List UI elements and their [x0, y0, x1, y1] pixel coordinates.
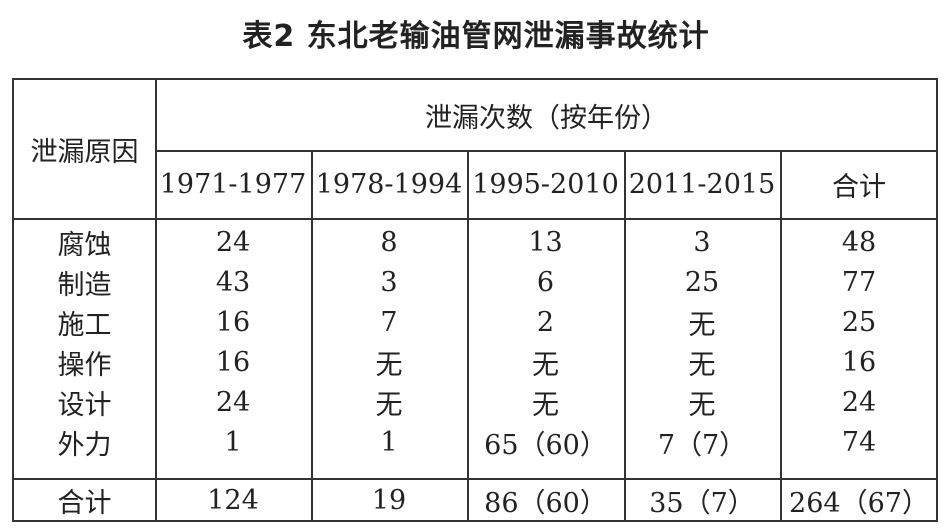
table-cell: 8	[380, 226, 398, 258]
divider	[14, 218, 938, 220]
column-header: 合计	[832, 171, 886, 203]
table-cell: 16	[841, 346, 877, 378]
table-cell: 1	[224, 426, 242, 458]
table-cell: 24	[841, 386, 877, 418]
table-cell: 74	[841, 426, 877, 458]
table-cell: 25	[684, 266, 720, 298]
table-cell: 无	[688, 389, 716, 421]
divider	[624, 150, 626, 520]
divider	[311, 150, 313, 520]
column-header: 1995-2010	[472, 168, 619, 200]
table-cell: 无	[532, 349, 559, 381]
column-header: 2011-2015	[628, 168, 776, 200]
divider	[780, 150, 782, 520]
table-cell: 24	[215, 226, 251, 258]
table-cell: 无	[532, 389, 559, 421]
divider	[467, 150, 469, 520]
table-cell: 6	[536, 266, 555, 298]
row-cause: 操作	[57, 349, 112, 381]
table-cell: 77	[841, 266, 877, 298]
table-cell: 3	[380, 266, 398, 298]
group-header: 泄漏次数（按年份）	[425, 102, 668, 134]
column-header: 1978-1994	[315, 168, 463, 200]
table-cell: 65（60）	[484, 429, 607, 461]
total-cell: 19	[371, 484, 407, 516]
row-cause: 施工	[57, 309, 112, 341]
table-cell: 48	[841, 226, 877, 258]
total-cell: 124	[207, 484, 259, 516]
table-cell: 无	[688, 309, 716, 341]
total-cell: 35（7）	[649, 487, 755, 519]
row-cause: 外力	[57, 429, 112, 461]
leak-statistics-table: 泄漏原因 泄漏次数（按年份） 1971-1977 1978-1994 1995-20…	[12, 78, 938, 522]
table-cell: 24	[215, 386, 251, 418]
table-cell: 7	[380, 306, 398, 338]
table-cell: 7（7）	[657, 429, 747, 461]
table-cell: 16	[215, 346, 251, 378]
table-cell: 13	[528, 226, 563, 258]
total-label: 合计	[57, 487, 112, 519]
table-cell: 无	[688, 349, 716, 381]
table-cell: 1	[380, 426, 398, 458]
column-header: 1971-1977	[159, 168, 307, 200]
table-cell: 2	[536, 306, 555, 338]
table-cell: 无	[375, 349, 403, 381]
divider	[155, 80, 157, 520]
table-cell: 25	[841, 306, 877, 338]
table-cell: 43	[215, 266, 251, 298]
divider	[14, 478, 938, 480]
table-title: 表2 东北老输油管网泄漏事故统计	[242, 19, 710, 54]
table-cell: 16	[215, 306, 251, 338]
row-cause: 腐蚀	[57, 229, 112, 261]
row-header-cause: 泄漏原因	[30, 136, 139, 168]
row-cause: 制造	[57, 269, 112, 301]
table-cell: 无	[375, 389, 403, 421]
total-cell: 86（60）	[484, 487, 607, 519]
row-cause: 设计	[57, 389, 112, 421]
table-cell: 3	[693, 226, 711, 258]
total-cell: 264（67）	[789, 487, 929, 519]
divider	[155, 150, 938, 152]
